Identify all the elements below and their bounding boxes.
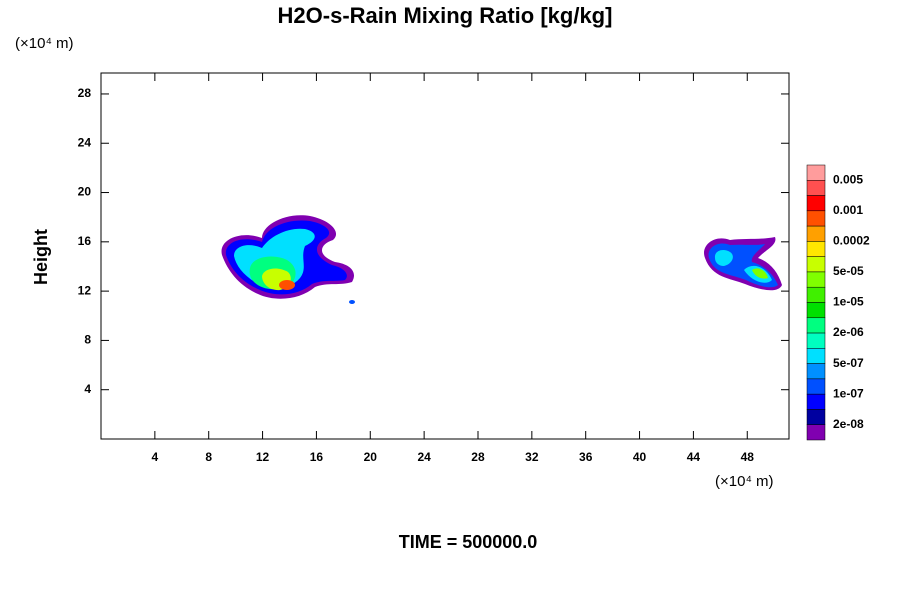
colorbar-swatch [806,393,826,410]
x-tick-label: 44 [687,450,701,464]
colorbar-label: 2e-06 [833,325,864,339]
y-tick-label: 24 [78,135,92,149]
x-tick-label: 36 [579,450,593,464]
colorbar-swatch [806,363,826,380]
colorbar-swatch [806,424,826,441]
x-tick-label: 12 [256,450,270,464]
y-tick-label: 16 [78,234,92,248]
colorbar-swatch [806,210,826,227]
colorbar-swatch [806,180,826,196]
colorbar-swatch [806,225,826,242]
y-tick-label: 4 [84,382,91,396]
y-tick-label: 28 [78,86,92,100]
x-tick-label: 8 [205,450,212,464]
colorbar-label: 0.0002 [833,234,870,248]
x-tick-label: 20 [364,450,378,464]
colorbar-swatch [806,378,826,395]
footer: TIME = 500000.0 [399,532,538,552]
colorbar-label: 5e-07 [833,356,864,370]
colorbar-swatch [806,195,826,212]
contour-region [279,280,295,290]
colorbar-swatch [806,241,826,257]
x-unit: (×10⁴ m) [715,473,774,490]
x-tick-label: 32 [525,450,539,464]
plot-frame [100,72,790,440]
colorbar-swatch [806,409,826,425]
x-tick-label: 16 [310,450,324,464]
colorbar-swatch [806,286,826,303]
colorbar-swatch [806,256,826,273]
x-tick-label: 40 [633,450,647,464]
x-tick-label: 28 [471,450,485,464]
colorbar-label: 1e-07 [833,386,864,400]
y-tick-label: 20 [78,185,92,199]
colorbar-label: 1e-05 [833,295,864,309]
x-tick-label: 48 [741,450,755,464]
y-tick-label: 12 [78,283,92,297]
colorbar-swatch [806,164,826,181]
colorbar-swatch [806,348,826,364]
colorbar-label: 2e-08 [833,417,864,431]
colorbar-swatch [806,332,826,349]
colorbar-label: 0.005 [833,172,863,186]
colorbar-swatch [806,271,826,288]
y-axis-title: Height [31,229,51,285]
y-unit: (×10⁴ m) [15,35,74,52]
colorbar-label: 0.001 [833,203,863,217]
contour-region [349,300,355,304]
colorbar-label: 5e-05 [833,264,864,278]
rain-field [221,215,782,304]
chart-title: H2O-s-Rain Mixing Ratio [kg/kg] [278,3,613,28]
colorbar-swatch [806,317,826,334]
x-tick-label: 24 [417,450,431,464]
x-tick-label: 4 [152,450,159,464]
y-tick-label: 8 [84,333,91,347]
contour-region [752,268,768,279]
colorbar-swatch [806,302,826,319]
